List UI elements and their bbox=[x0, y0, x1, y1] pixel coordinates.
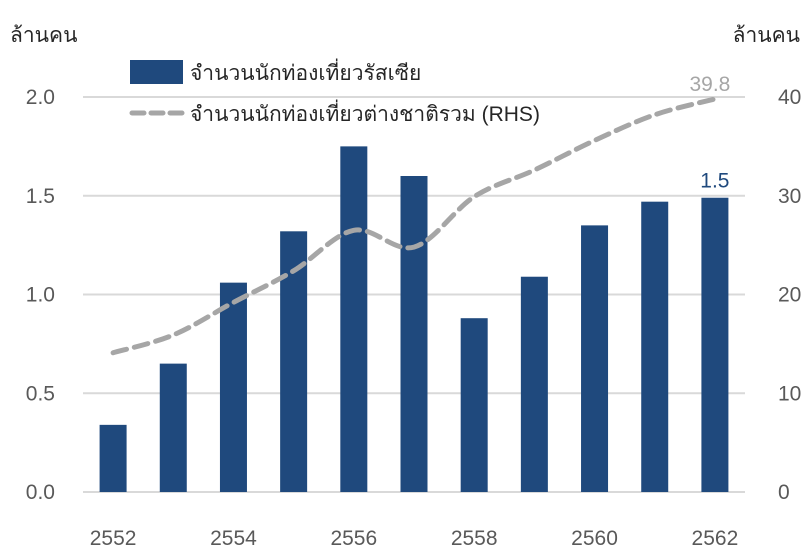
bar-2557 bbox=[400, 176, 428, 492]
x-tick-label: 2552 bbox=[90, 527, 137, 550]
bar-2553 bbox=[159, 363, 187, 492]
bar-2560 bbox=[581, 225, 609, 492]
left-axis-label: ล้านคน bbox=[10, 24, 77, 47]
bar-2559 bbox=[520, 276, 548, 492]
legend-label-russia: จำนวนนักท่องเที่ยวรัสเซีย bbox=[190, 58, 421, 85]
legend-label-total: จำนวนนักท่องเที่ยวต่างชาติรวม (RHS) bbox=[190, 99, 540, 126]
x-tick-label: 2558 bbox=[451, 527, 498, 550]
right-tick-label: 40 bbox=[778, 86, 801, 109]
bar-2554 bbox=[219, 282, 247, 492]
x-tick-label: 2554 bbox=[210, 527, 257, 550]
x-tick-label: 2562 bbox=[692, 527, 739, 550]
bar-2556 bbox=[340, 146, 368, 492]
left-tick-label: 0.5 bbox=[26, 382, 55, 405]
right-tick-label: 20 bbox=[778, 284, 801, 307]
data-label-russia-last: 1.5 bbox=[700, 170, 729, 193]
legend: จำนวนนักท่องเที่ยวรัสเซีย จำนวนนักท่องเท… bbox=[129, 58, 540, 126]
bar-2558 bbox=[460, 318, 488, 492]
right-tick-label: 30 bbox=[778, 185, 801, 208]
bar-2561 bbox=[641, 201, 669, 493]
right-tick-label: 10 bbox=[778, 382, 801, 405]
x-tick-label: 2556 bbox=[330, 527, 377, 550]
left-tick-label: 0.0 bbox=[26, 481, 55, 504]
left-tick-label: 1.5 bbox=[26, 185, 55, 208]
series-line-total-tourists bbox=[110, 96, 718, 356]
left-tick-label: 1.0 bbox=[26, 284, 55, 307]
right-tick-label: 0 bbox=[778, 481, 790, 504]
left-tick-label: 2.0 bbox=[26, 86, 55, 109]
bar-2562 bbox=[701, 197, 729, 492]
data-label-total-last: 39.8 bbox=[689, 73, 730, 96]
legend-swatch-russia bbox=[130, 60, 183, 84]
right-axis-label: ล้านคน bbox=[733, 24, 800, 47]
x-tick-label: 2560 bbox=[571, 527, 618, 550]
bar-2552 bbox=[99, 424, 127, 492]
